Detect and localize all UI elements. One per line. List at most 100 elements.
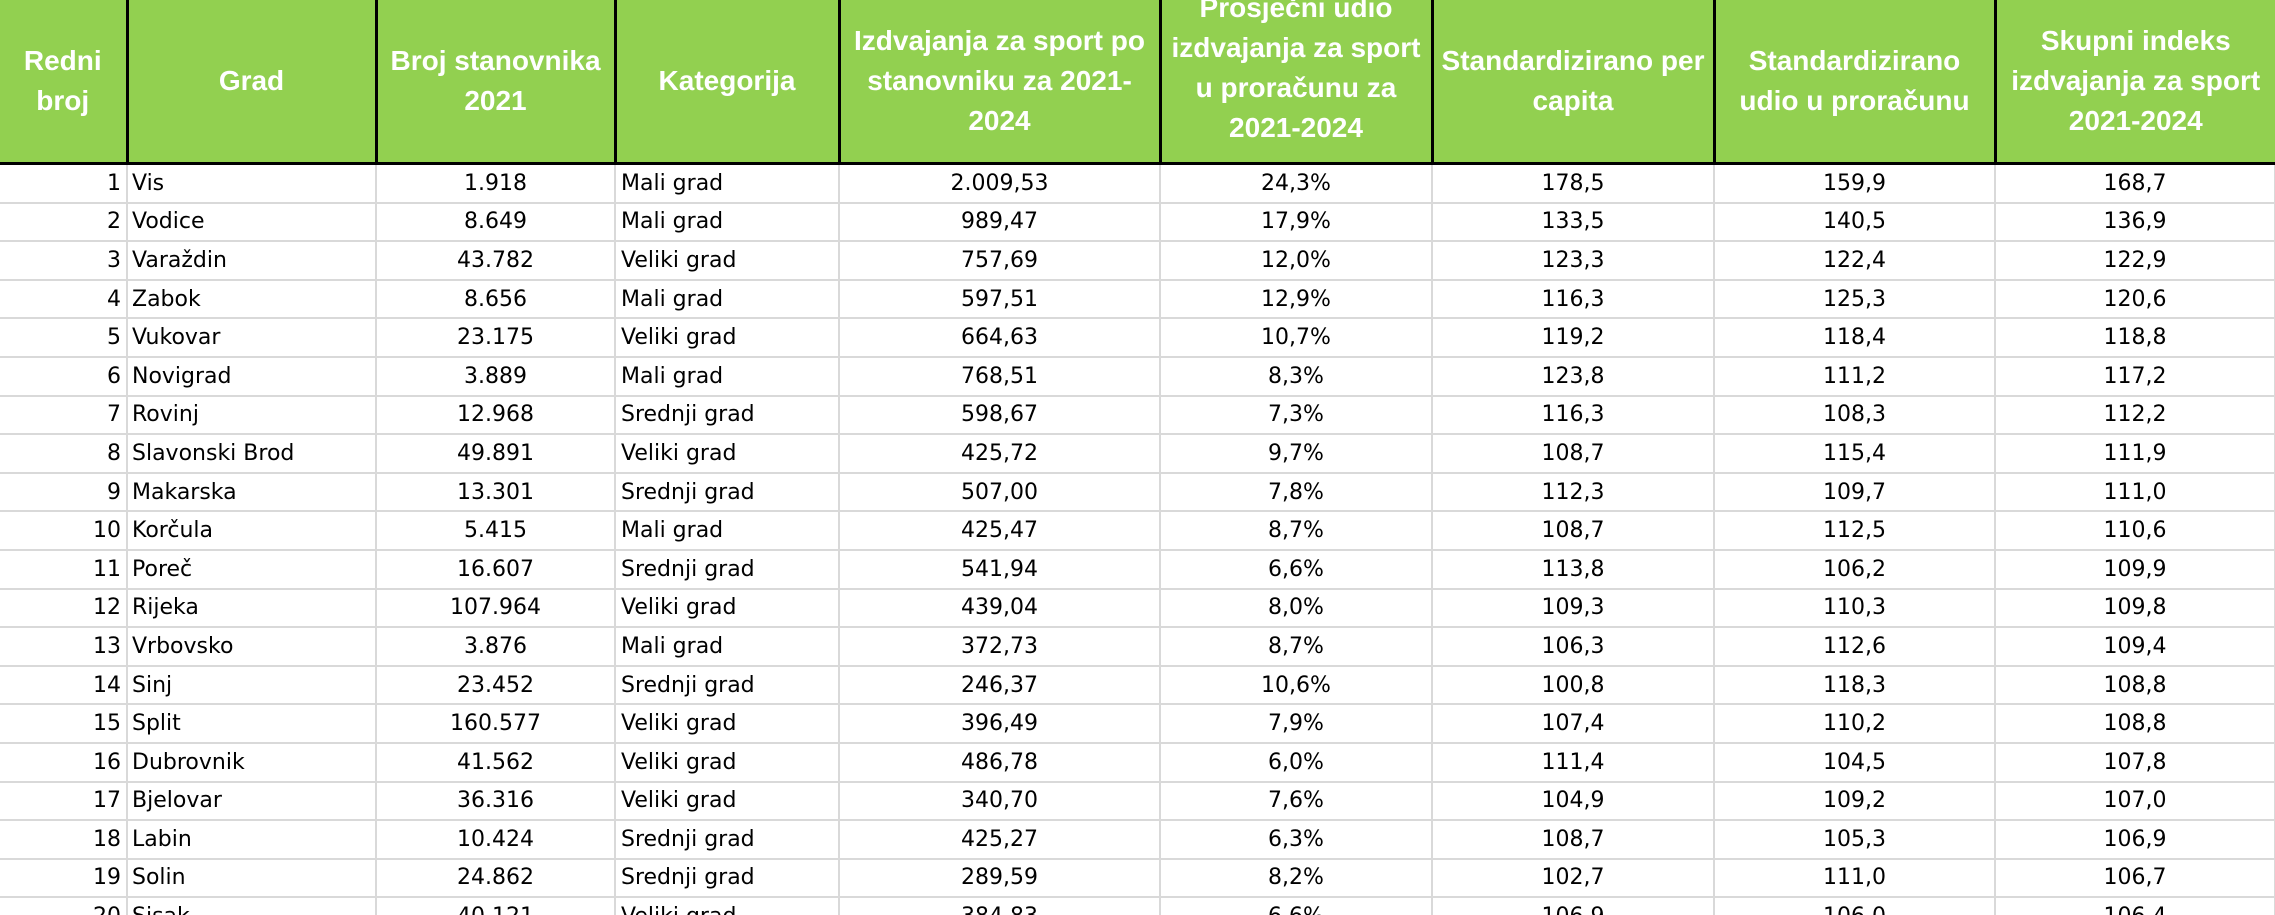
cell-standardized-budget-share[interactable]: 115,4 bbox=[1714, 434, 1996, 474]
cell-population[interactable]: 16.607 bbox=[376, 549, 616, 590]
cell-spending-per-capita[interactable]: 289,59 bbox=[839, 858, 1161, 899]
cell-spending-per-capita[interactable]: 541,94 bbox=[839, 549, 1161, 590]
cell-standardized-per-capita[interactable]: 113,8 bbox=[1432, 549, 1715, 590]
cell-population[interactable]: 5.415 bbox=[376, 511, 616, 551]
cell-standardized-per-capita[interactable]: 123,8 bbox=[1432, 356, 1715, 397]
cell-spending-per-capita[interactable]: 425,72 bbox=[839, 434, 1161, 474]
cell-composite-index[interactable]: 107,8 bbox=[1995, 742, 2275, 783]
cell-category[interactable]: Veliki grad bbox=[615, 318, 840, 358]
cell-composite-index[interactable]: 108,8 bbox=[1995, 704, 2275, 744]
cell-category[interactable]: Srednji grad bbox=[615, 858, 840, 899]
cell-rank[interactable]: 5 bbox=[0, 318, 128, 358]
cell-budget-share[interactable]: 7,3% bbox=[1160, 395, 1433, 436]
cell-population[interactable]: 40.121 bbox=[376, 897, 616, 915]
cell-budget-share[interactable]: 8,0% bbox=[1160, 588, 1433, 629]
cell-composite-index[interactable]: 106,4 bbox=[1995, 897, 2275, 915]
cell-spending-per-capita[interactable]: 486,78 bbox=[839, 742, 1161, 783]
cell-composite-index[interactable]: 122,9 bbox=[1995, 241, 2275, 281]
cell-city[interactable]: Dubrovnik bbox=[127, 742, 377, 783]
cell-standardized-budget-share[interactable]: 109,7 bbox=[1714, 472, 1996, 513]
cell-spending-per-capita[interactable]: 396,49 bbox=[839, 704, 1161, 744]
cell-category[interactable]: Srednji grad bbox=[615, 665, 840, 706]
cell-standardized-per-capita[interactable]: 123,3 bbox=[1432, 241, 1715, 281]
cell-standardized-per-capita[interactable]: 106,3 bbox=[1432, 627, 1715, 667]
cell-city[interactable]: Makarska bbox=[127, 472, 377, 513]
cell-spending-per-capita[interactable]: 507,00 bbox=[839, 472, 1161, 513]
cell-rank[interactable]: 13 bbox=[0, 627, 128, 667]
cell-rank[interactable]: 6 bbox=[0, 356, 128, 397]
header-cell-rank[interactable]: Redni broj bbox=[0, 0, 127, 165]
cell-standardized-budget-share[interactable]: 109,2 bbox=[1714, 781, 1996, 822]
cell-category[interactable]: Veliki grad bbox=[615, 241, 840, 281]
cell-spending-per-capita[interactable]: 340,70 bbox=[839, 781, 1161, 822]
cell-standardized-per-capita[interactable]: 133,5 bbox=[1432, 202, 1715, 243]
cell-spending-per-capita[interactable]: 246,37 bbox=[839, 665, 1161, 706]
cell-composite-index[interactable]: 106,7 bbox=[1995, 858, 2275, 899]
cell-budget-share[interactable]: 7,6% bbox=[1160, 781, 1433, 822]
cell-standardized-budget-share[interactable]: 140,5 bbox=[1714, 202, 1996, 243]
cell-budget-share[interactable]: 6,6% bbox=[1160, 897, 1433, 915]
cell-city[interactable]: Slavonski Brod bbox=[127, 434, 377, 474]
cell-category[interactable]: Mali grad bbox=[615, 511, 840, 551]
cell-spending-per-capita[interactable]: 439,04 bbox=[839, 588, 1161, 629]
cell-rank[interactable]: 7 bbox=[0, 395, 128, 436]
header-cell-composite-index[interactable]: Skupni indeks izdvajanja za sport 2021-2… bbox=[1993, 0, 2275, 165]
cell-spending-per-capita[interactable]: 664,63 bbox=[839, 318, 1161, 358]
cell-standardized-per-capita[interactable]: 104,9 bbox=[1432, 781, 1715, 822]
cell-category[interactable]: Veliki grad bbox=[615, 704, 840, 744]
cell-population[interactable]: 107.964 bbox=[376, 588, 616, 629]
cell-spending-per-capita[interactable]: 2.009,53 bbox=[839, 163, 1161, 204]
cell-city[interactable]: Zabok bbox=[127, 279, 377, 320]
cell-city[interactable]: Rijeka bbox=[127, 588, 377, 629]
cell-rank[interactable]: 17 bbox=[0, 781, 128, 822]
header-cell-population[interactable]: Broj stanovnika 2021 bbox=[374, 0, 615, 165]
cell-city[interactable]: Vis bbox=[127, 163, 377, 204]
cell-standardized-budget-share[interactable]: 112,6 bbox=[1714, 627, 1996, 667]
cell-standardized-budget-share[interactable]: 118,4 bbox=[1714, 318, 1996, 358]
cell-composite-index[interactable]: 120,6 bbox=[1995, 279, 2275, 320]
cell-population[interactable]: 10.424 bbox=[376, 820, 616, 860]
cell-budget-share[interactable]: 9,7% bbox=[1160, 434, 1433, 474]
cell-city[interactable]: Novigrad bbox=[127, 356, 377, 397]
cell-city[interactable]: Sinj bbox=[127, 665, 377, 706]
cell-category[interactable]: Veliki grad bbox=[615, 742, 840, 783]
cell-standardized-per-capita[interactable]: 111,4 bbox=[1432, 742, 1715, 783]
cell-spending-per-capita[interactable]: 989,47 bbox=[839, 202, 1161, 243]
cell-rank[interactable]: 2 bbox=[0, 202, 128, 243]
cell-standardized-budget-share[interactable]: 159,9 bbox=[1714, 163, 1996, 204]
cell-city[interactable]: Sisak bbox=[127, 897, 377, 915]
cell-population[interactable]: 13.301 bbox=[376, 472, 616, 513]
cell-composite-index[interactable]: 108,8 bbox=[1995, 665, 2275, 706]
cell-standardized-per-capita[interactable]: 116,3 bbox=[1432, 395, 1715, 436]
cell-spending-per-capita[interactable]: 384,83 bbox=[839, 897, 1161, 915]
cell-rank[interactable]: 14 bbox=[0, 665, 128, 706]
cell-population[interactable]: 8.656 bbox=[376, 279, 616, 320]
cell-category[interactable]: Mali grad bbox=[615, 356, 840, 397]
cell-composite-index[interactable]: 168,7 bbox=[1995, 163, 2275, 204]
cell-composite-index[interactable]: 117,2 bbox=[1995, 356, 2275, 397]
cell-standardized-budget-share[interactable]: 122,4 bbox=[1714, 241, 1996, 281]
cell-standardized-per-capita[interactable]: 108,7 bbox=[1432, 434, 1715, 474]
cell-standardized-per-capita[interactable]: 112,3 bbox=[1432, 472, 1715, 513]
cell-standardized-budget-share[interactable]: 125,3 bbox=[1714, 279, 1996, 320]
cell-standardized-budget-share[interactable]: 105,3 bbox=[1714, 820, 1996, 860]
cell-spending-per-capita[interactable]: 597,51 bbox=[839, 279, 1161, 320]
cell-composite-index[interactable]: 110,6 bbox=[1995, 511, 2275, 551]
cell-budget-share[interactable]: 7,8% bbox=[1160, 472, 1433, 513]
cell-category[interactable]: Veliki grad bbox=[615, 434, 840, 474]
cell-rank[interactable]: 11 bbox=[0, 549, 128, 590]
cell-budget-share[interactable]: 10,7% bbox=[1160, 318, 1433, 358]
cell-standardized-per-capita[interactable]: 109,3 bbox=[1432, 588, 1715, 629]
cell-budget-share[interactable]: 12,0% bbox=[1160, 241, 1433, 281]
cell-standardized-budget-share[interactable]: 111,2 bbox=[1714, 356, 1996, 397]
cell-category[interactable]: Srednji grad bbox=[615, 472, 840, 513]
cell-population[interactable]: 41.562 bbox=[376, 742, 616, 783]
cell-city[interactable]: Vodice bbox=[127, 202, 377, 243]
cell-standardized-budget-share[interactable]: 111,0 bbox=[1714, 858, 1996, 899]
cell-budget-share[interactable]: 7,9% bbox=[1160, 704, 1433, 744]
cell-standardized-per-capita[interactable]: 106,9 bbox=[1432, 897, 1715, 915]
cell-standardized-per-capita[interactable]: 100,8 bbox=[1432, 665, 1715, 706]
cell-city[interactable]: Rovinj bbox=[127, 395, 377, 436]
cell-composite-index[interactable]: 107,0 bbox=[1995, 781, 2275, 822]
cell-rank[interactable]: 16 bbox=[0, 742, 128, 783]
